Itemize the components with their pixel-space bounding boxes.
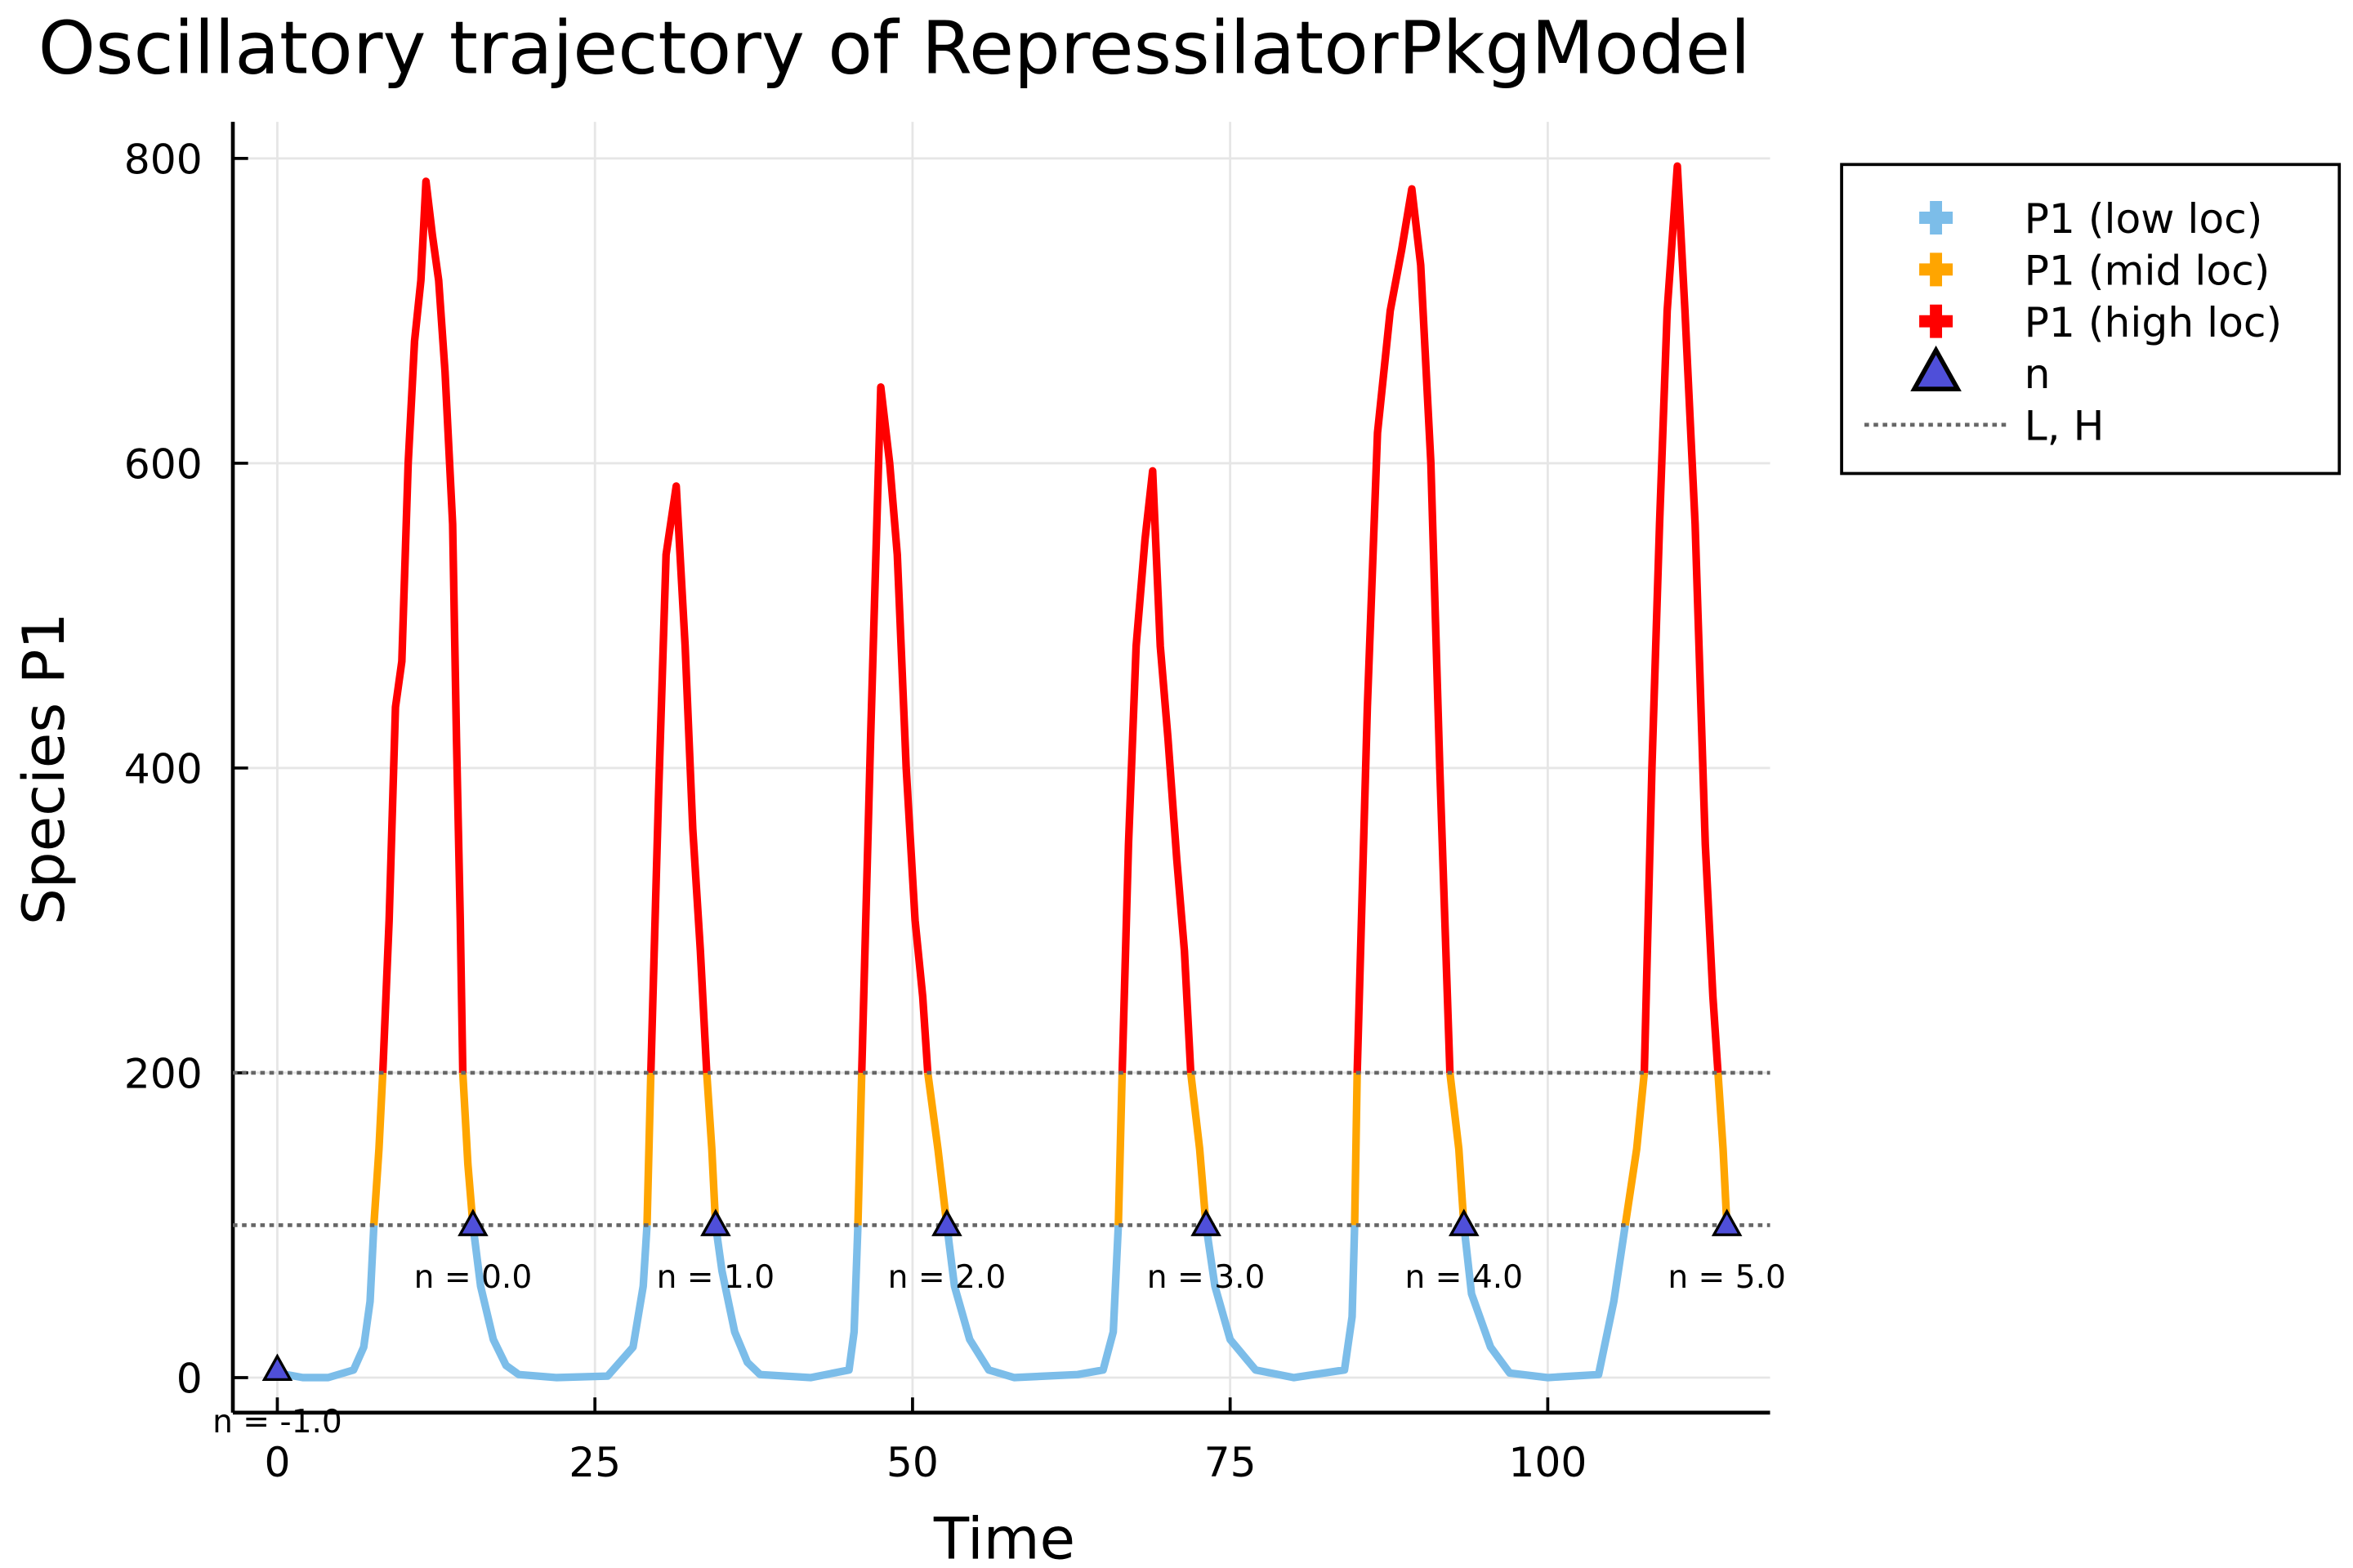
marker — [458, 1208, 489, 1236]
marker-label: n = 4.0 — [1404, 1259, 1523, 1296]
marker-label: n = 3.0 — [1147, 1259, 1266, 1296]
marker-label: n = 1.0 — [657, 1259, 775, 1296]
marker — [931, 1208, 962, 1236]
series-line — [277, 1225, 1726, 1378]
series-line — [369, 1072, 1731, 1226]
legend-marker — [1910, 345, 1962, 391]
series-line — [378, 162, 1722, 1074]
y-tick-label: 800 — [124, 136, 203, 184]
x-tick-label: 25 — [569, 1438, 621, 1486]
x-tick-label: 75 — [1204, 1438, 1257, 1486]
y-tick-label: 200 — [124, 1050, 203, 1098]
legend-marker — [1919, 201, 1953, 235]
y-tick-label: 0 — [176, 1355, 203, 1403]
x-tick-label: 50 — [886, 1438, 939, 1486]
x-axis-label: Time — [933, 1505, 1075, 1568]
marker-label: n = 0.0 — [414, 1259, 533, 1296]
x-tick-label: 100 — [1508, 1438, 1587, 1486]
legend-label: P1 (mid loc) — [2025, 246, 2270, 294]
marker — [261, 1353, 293, 1382]
legend-label: n — [2025, 350, 2051, 398]
legend-label: P1 (low loc) — [2025, 194, 2263, 243]
marker — [1711, 1208, 1743, 1236]
y-axis-label: Species P1 — [10, 613, 78, 926]
marker — [1448, 1208, 1480, 1236]
marker — [1190, 1208, 1221, 1236]
legend-marker — [1919, 304, 1953, 338]
marker-label: n = 5.0 — [1668, 1259, 1786, 1296]
legend-marker — [1919, 252, 1953, 287]
y-tick-label: 400 — [124, 745, 203, 793]
chart-title: Oscillatory trajectory of RepressilatorP… — [38, 7, 1751, 92]
marker-label: n = 2.0 — [888, 1259, 1007, 1296]
x-tick-label: 0 — [264, 1438, 290, 1486]
legend-label: P1 (high loc) — [2025, 298, 2283, 346]
marker — [700, 1208, 731, 1236]
y-tick-label: 600 — [124, 440, 203, 489]
marker-label: n = -1.0 — [212, 1404, 342, 1441]
legend-label: L, H — [2025, 401, 2105, 449]
